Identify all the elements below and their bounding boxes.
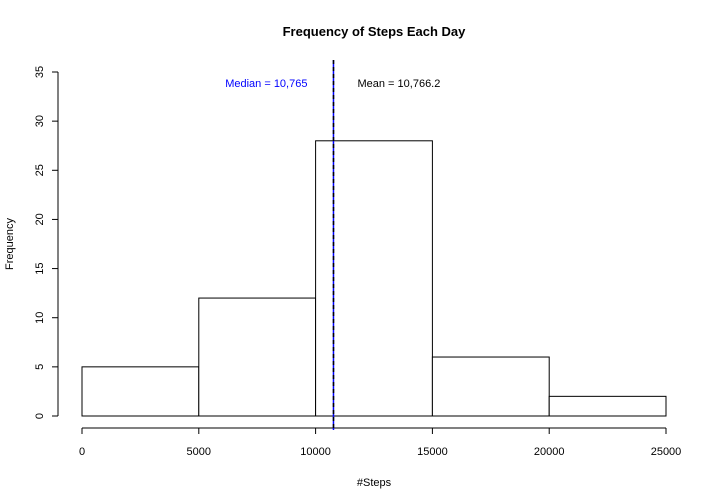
- y-tick-label: 0: [34, 413, 46, 419]
- histogram-bar-3: [431, 356, 550, 417]
- chart-title: Frequency of Steps Each Day: [283, 24, 467, 39]
- y-tick-label: 15: [34, 262, 46, 274]
- histogram-bar-1: [198, 297, 317, 417]
- x-axis-label: #Steps: [357, 477, 392, 489]
- y-axis: 0 5 10 15 20 25 30 35: [34, 66, 59, 419]
- x-tick-label: 15000: [417, 446, 448, 458]
- x-tick-label: 20000: [534, 446, 565, 458]
- histogram-bar-2: [315, 140, 433, 417]
- mean-label: Mean = 10,766.2: [357, 78, 440, 90]
- y-tick-label: 5: [34, 364, 46, 370]
- y-tick-label: 25: [34, 164, 46, 176]
- x-tick-label: 10000: [300, 446, 331, 458]
- x-tick-label: 5000: [187, 446, 211, 458]
- x-axis: 0 5000 10000 15000 20000 25000: [79, 427, 682, 458]
- y-axis-label: Frequency: [4, 218, 16, 270]
- histogram-bar-4: [548, 395, 667, 417]
- y-tick-label: 35: [34, 66, 46, 78]
- x-tick-label: 25000: [651, 446, 682, 458]
- y-tick-label: 10: [34, 312, 46, 324]
- reference-lines: Median = 10,765 Mean = 10,766.2: [225, 60, 440, 430]
- x-tick-label: 0: [79, 446, 85, 458]
- y-tick-label: 30: [34, 115, 46, 127]
- median-label: Median = 10,765: [225, 78, 307, 90]
- histogram-bars: [81, 140, 667, 417]
- y-tick-label: 20: [34, 213, 46, 225]
- histogram-bar-0: [81, 366, 200, 417]
